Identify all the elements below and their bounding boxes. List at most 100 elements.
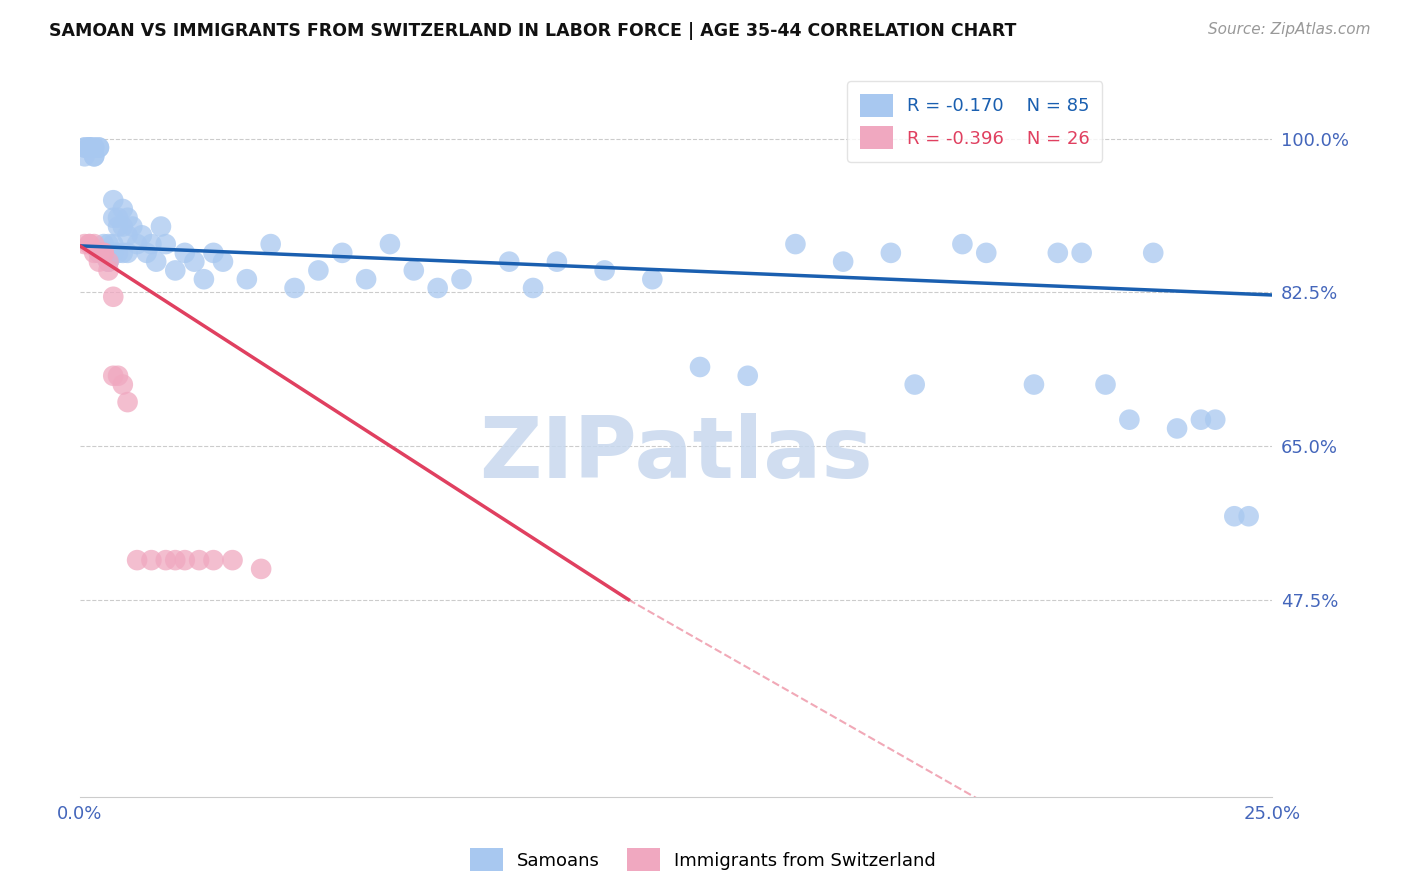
Samoans — [87, 140, 110, 154]
Immigrants from Switzerland — [202, 553, 225, 567]
Samoans — [689, 359, 711, 374]
Samoans — [880, 245, 903, 260]
Samoans — [1094, 377, 1116, 392]
Samoans — [1022, 377, 1045, 392]
Samoans — [1204, 412, 1226, 426]
Samoans — [1166, 421, 1188, 435]
Immigrants from Switzerland — [103, 290, 125, 304]
Samoans — [283, 281, 305, 295]
Samoans — [117, 228, 139, 243]
Samoans — [974, 245, 997, 260]
Samoans — [1189, 412, 1212, 426]
Immigrants from Switzerland — [111, 377, 134, 392]
Samoans — [426, 281, 449, 295]
Immigrants from Switzerland — [79, 237, 101, 252]
Samoans — [127, 237, 149, 252]
Samoans — [307, 263, 329, 277]
Samoans — [73, 149, 96, 163]
Samoans — [87, 245, 110, 260]
Immigrants from Switzerland — [250, 562, 273, 576]
Samoans — [354, 272, 377, 286]
Samoans — [83, 140, 105, 154]
Samoans — [97, 254, 120, 268]
Samoans — [260, 237, 283, 252]
Samoans — [93, 245, 115, 260]
Samoans — [83, 140, 105, 154]
Samoans — [330, 245, 353, 260]
Samoans — [1070, 245, 1092, 260]
Samoans — [498, 254, 520, 268]
Samoans — [117, 211, 139, 225]
Samoans — [83, 149, 105, 163]
Immigrants from Switzerland — [107, 368, 129, 383]
Text: ZIPatlas: ZIPatlas — [479, 413, 873, 496]
Samoans — [83, 149, 105, 163]
Samoans — [522, 281, 544, 295]
Immigrants from Switzerland — [79, 237, 101, 252]
Samoans — [1046, 245, 1069, 260]
Samoans — [593, 263, 616, 277]
Legend: Samoans, Immigrants from Switzerland: Samoans, Immigrants from Switzerland — [463, 841, 943, 879]
Immigrants from Switzerland — [141, 553, 163, 567]
Samoans — [87, 140, 110, 154]
Immigrants from Switzerland — [221, 553, 243, 567]
Samoans — [737, 368, 759, 383]
Samoans — [121, 219, 143, 234]
Samoans — [832, 254, 855, 268]
Samoans — [79, 140, 101, 154]
Samoans — [79, 140, 101, 154]
Samoans — [103, 245, 125, 260]
Immigrants from Switzerland — [83, 237, 105, 252]
Legend: R = -0.170    N = 85, R = -0.396    N = 26: R = -0.170 N = 85, R = -0.396 N = 26 — [848, 81, 1102, 162]
Samoans — [135, 245, 157, 260]
Immigrants from Switzerland — [117, 395, 139, 409]
Samoans — [141, 237, 163, 252]
Text: SAMOAN VS IMMIGRANTS FROM SWITZERLAND IN LABOR FORCE | AGE 35-44 CORRELATION CHA: SAMOAN VS IMMIGRANTS FROM SWITZERLAND IN… — [49, 22, 1017, 40]
Samoans — [97, 254, 120, 268]
Samoans — [103, 193, 125, 207]
Samoans — [450, 272, 472, 286]
Samoans — [111, 202, 134, 216]
Samoans — [131, 228, 153, 243]
Samoans — [93, 245, 115, 260]
Samoans — [107, 245, 129, 260]
Immigrants from Switzerland — [93, 245, 115, 260]
Samoans — [103, 211, 125, 225]
Samoans — [1142, 245, 1164, 260]
Samoans — [111, 219, 134, 234]
Immigrants from Switzerland — [97, 263, 120, 277]
Samoans — [155, 237, 177, 252]
Samoans — [117, 245, 139, 260]
Immigrants from Switzerland — [87, 245, 110, 260]
Samoans — [107, 211, 129, 225]
Immigrants from Switzerland — [155, 553, 177, 567]
Samoans — [236, 272, 259, 286]
Immigrants from Switzerland — [83, 245, 105, 260]
Immigrants from Switzerland — [87, 254, 110, 268]
Samoans — [904, 377, 927, 392]
Immigrants from Switzerland — [73, 237, 96, 252]
Samoans — [546, 254, 568, 268]
Samoans — [87, 245, 110, 260]
Samoans — [79, 140, 101, 154]
Immigrants from Switzerland — [260, 878, 283, 892]
Immigrants from Switzerland — [103, 368, 125, 383]
Samoans — [193, 272, 215, 286]
Samoans — [1237, 509, 1260, 524]
Samoans — [111, 245, 134, 260]
Samoans — [173, 245, 195, 260]
Immigrants from Switzerland — [127, 553, 149, 567]
Samoans — [107, 219, 129, 234]
Samoans — [641, 272, 664, 286]
Samoans — [149, 219, 172, 234]
Samoans — [1223, 509, 1246, 524]
Samoans — [1118, 412, 1140, 426]
Samoans — [183, 254, 205, 268]
Samoans — [73, 140, 96, 154]
Immigrants from Switzerland — [97, 254, 120, 268]
Samoans — [378, 237, 401, 252]
Samoans — [165, 263, 187, 277]
Immigrants from Switzerland — [173, 553, 195, 567]
Samoans — [93, 245, 115, 260]
Immigrants from Switzerland — [188, 553, 211, 567]
